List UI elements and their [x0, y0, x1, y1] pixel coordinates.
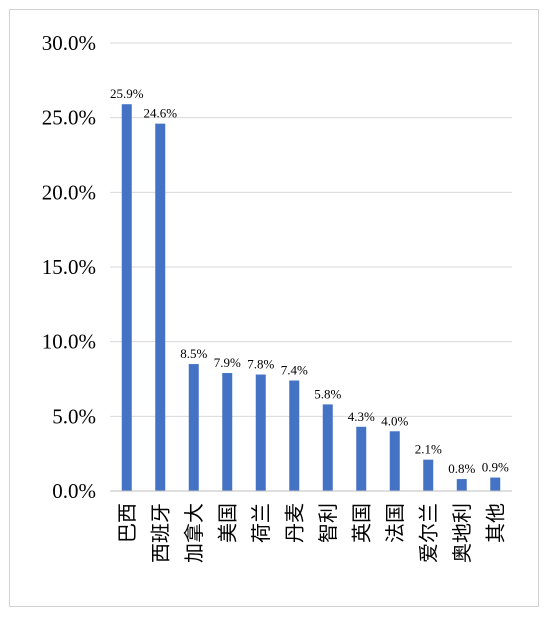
bars — [121, 104, 501, 491]
y-tick-label: 25.0% — [42, 106, 96, 130]
bar — [155, 123, 166, 491]
bar — [289, 380, 300, 491]
data-label: 7.9% — [214, 355, 241, 370]
data-label: 4.0% — [381, 413, 408, 428]
data-labels: 25.9% 24.6% 8.5% 7.9% 7.8% 7.4% 5.8% 4.3% 4.0% 2.… — [110, 86, 509, 476]
bar — [188, 364, 199, 491]
category-labels: 巴西 西班牙 加拿大 美国 荷兰 丹麦 智利 英国 法国 爱尔兰 奥地利 其他 — [115, 503, 508, 563]
data-label: 5.8% — [314, 386, 341, 401]
bar — [121, 104, 132, 491]
category-label: 荷兰 — [249, 503, 273, 543]
y-tick-label: 15.0% — [42, 255, 96, 279]
bar — [356, 426, 367, 491]
category-label: 奥地利 — [450, 503, 474, 563]
category-label: 英国 — [349, 503, 373, 543]
category-label: 智利 — [316, 503, 340, 543]
category-label: 美国 — [215, 503, 239, 543]
chart-frame — [9, 9, 539, 607]
category-label: 其他 — [483, 503, 507, 543]
data-label: 0.9% — [482, 460, 509, 475]
y-tick-label: 10.0% — [42, 330, 96, 354]
category-label: 爱尔兰 — [416, 503, 440, 563]
y-axis-ticks: 0.0% 5.0% 10.0% 15.0% 20.0% 25.0% 30.0% — [42, 31, 96, 503]
category-label: 加拿大 — [182, 503, 206, 563]
gridlines — [110, 42, 512, 417]
y-tick-label: 30.0% — [42, 31, 96, 55]
data-label: 7.8% — [247, 357, 274, 372]
y-tick-label: 5.0% — [52, 404, 96, 428]
data-label: 8.5% — [180, 346, 207, 361]
data-label: 0.8% — [448, 461, 475, 476]
y-tick-label: 20.0% — [42, 180, 96, 204]
bar — [255, 374, 266, 491]
data-label: 2.1% — [415, 442, 442, 457]
category-label: 巴西 — [115, 503, 139, 543]
bar — [389, 431, 400, 491]
data-label: 25.9% — [110, 86, 144, 101]
bar — [322, 404, 333, 491]
bar — [423, 459, 434, 491]
category-label: 西班牙 — [148, 503, 172, 563]
data-label: 7.4% — [281, 362, 308, 377]
data-label: 24.6% — [143, 106, 177, 121]
bar — [456, 479, 467, 491]
category-label: 法国 — [383, 503, 407, 543]
data-label: 4.3% — [348, 409, 375, 424]
bar — [222, 373, 233, 491]
category-label: 丹麦 — [282, 503, 306, 543]
y-tick-label: 0.0% — [52, 479, 96, 503]
bar — [490, 477, 501, 491]
